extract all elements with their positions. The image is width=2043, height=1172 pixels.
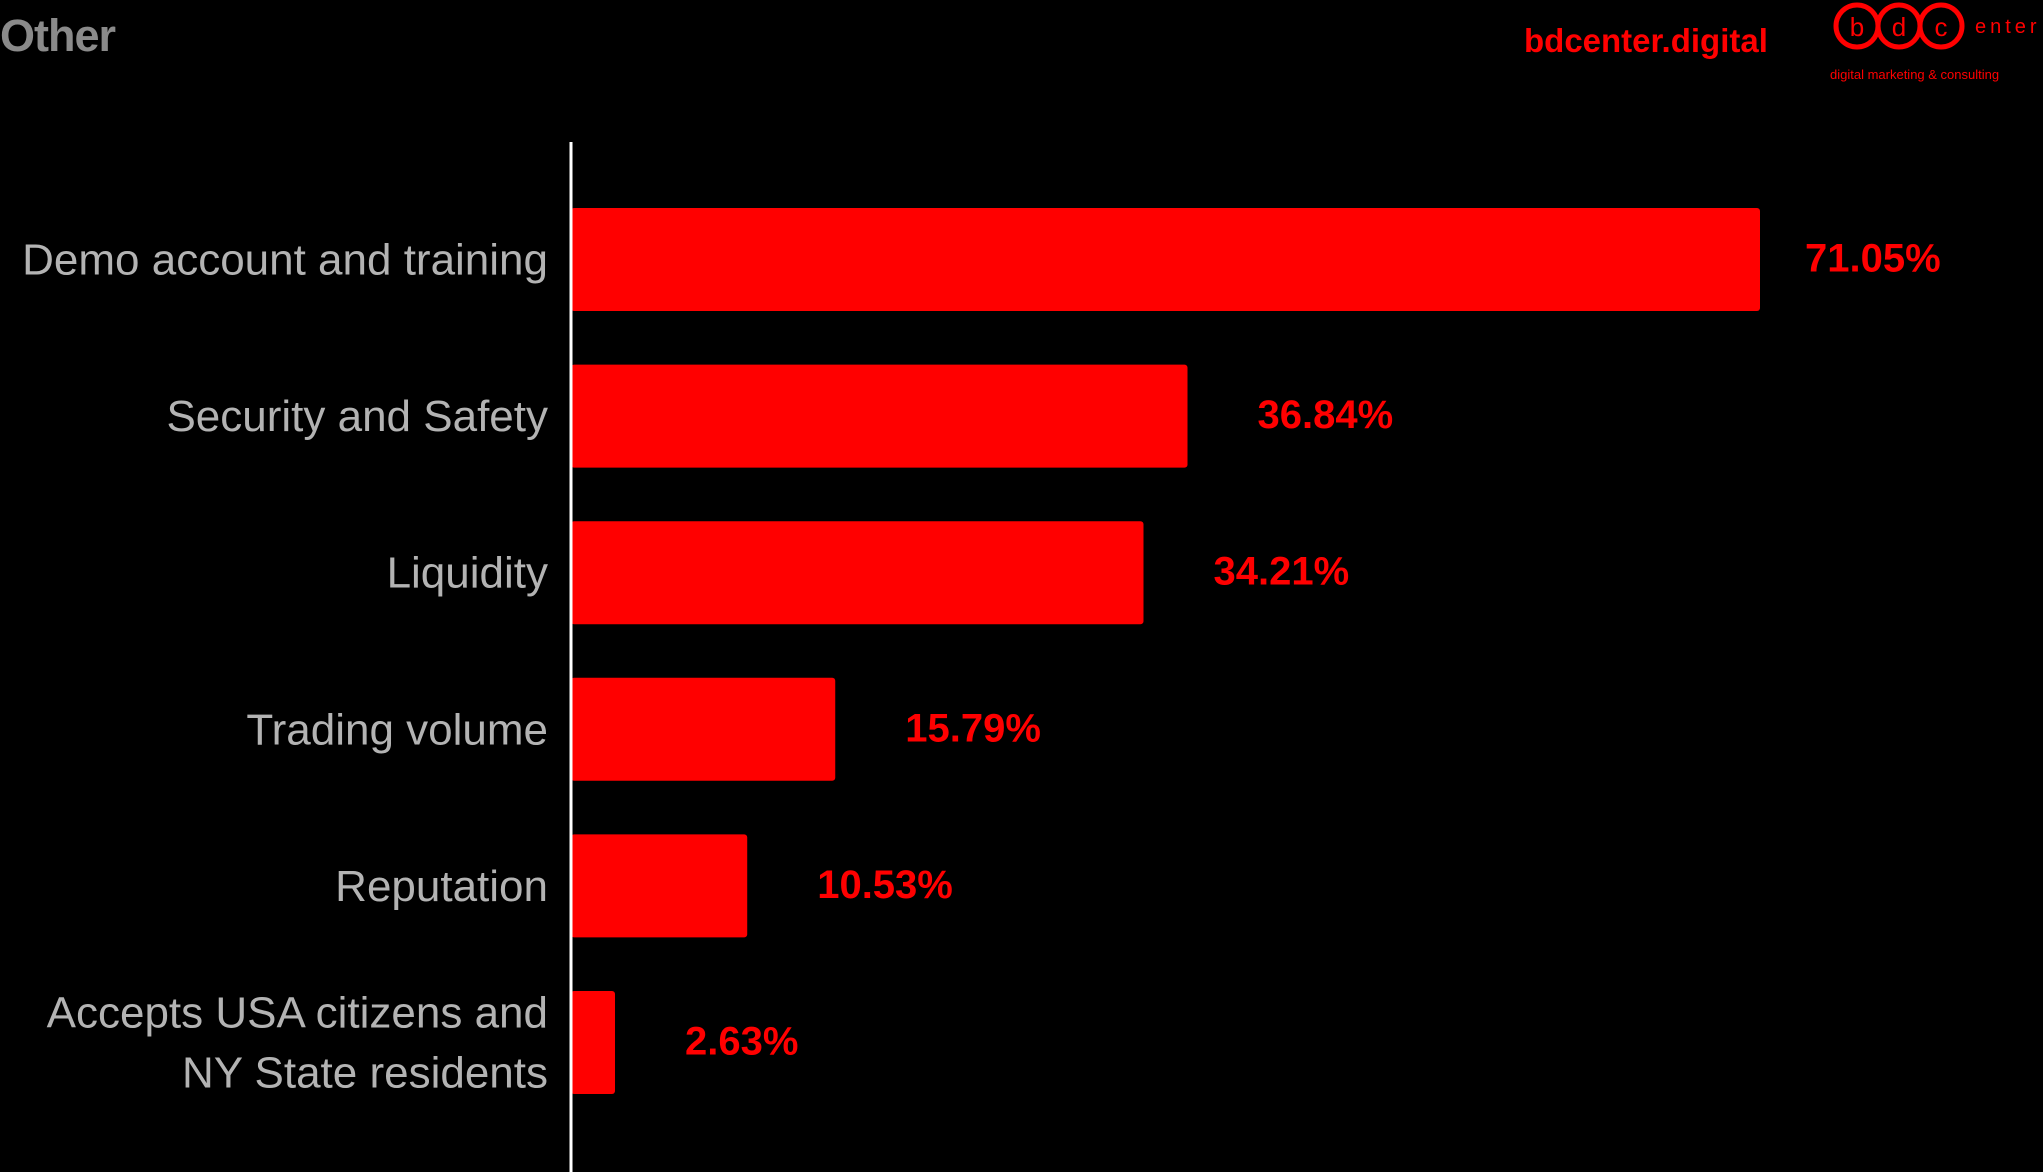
bar-0: [571, 208, 1760, 311]
logo-letter-c: c: [1935, 12, 1948, 42]
logo-letter-d: d: [1892, 12, 1906, 42]
value-label-0: 71.05%: [1805, 237, 1941, 281]
bars-group: [571, 208, 1760, 1094]
logo-suffix: enter: [1975, 16, 2041, 38]
bar-3: [571, 677, 836, 781]
value-label-2: 34.21%: [1213, 550, 1349, 594]
category-label-3: Trading volume: [246, 705, 548, 754]
logo-tagline: digital marketing & consulting: [1830, 67, 1999, 82]
brand-logo: b d c enter digital marketing & consulti…: [1825, 0, 2043, 90]
logo-letter-b: b: [1850, 12, 1864, 42]
category-label-5: Accepts USA citizens and NY State residen…: [47, 989, 548, 1098]
category-label-0: Demo account and training: [22, 236, 548, 285]
value-labels-group: 71.05% 36.84% 34.21% 15.79% 10.53% 2.63%: [685, 237, 1941, 1064]
page-title: Other: [0, 10, 116, 61]
bar-4: [571, 834, 748, 938]
value-label-5: 2.63%: [685, 1020, 798, 1064]
value-label-3: 15.79%: [905, 706, 1041, 750]
category-label-2: Liquidity: [387, 549, 548, 598]
category-label-1: Security and Safety: [166, 392, 548, 441]
category-label-4: Reputation: [335, 862, 548, 911]
value-label-4: 10.53%: [817, 863, 953, 907]
bar-2: [571, 521, 1144, 625]
bar-5: [571, 991, 616, 1094]
value-label-1: 36.84%: [1258, 393, 1394, 437]
category-labels-group: Demo account and training Security and Sa…: [22, 236, 548, 1098]
bdc-logo-icon: b d c enter digital marketing & consulti…: [1830, 2, 2041, 82]
brand-site-text: bdcenter.digital: [1524, 22, 1768, 59]
bar-1: [571, 364, 1188, 468]
